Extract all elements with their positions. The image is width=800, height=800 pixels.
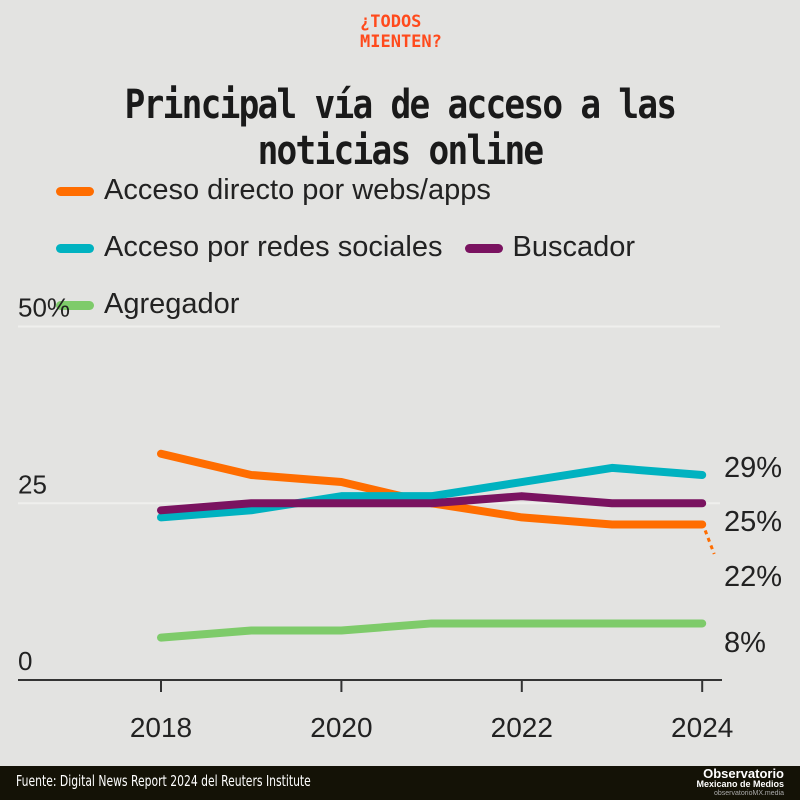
chart-title: Principal vía de acceso a las noticias o… — [124, 82, 677, 174]
x-tick-label: 2022 — [491, 712, 553, 743]
legend-swatch — [56, 300, 94, 310]
brand-logo: Observatorio Mexicano de Medios observat… — [696, 766, 784, 799]
x-tick-label: 2024 — [671, 712, 733, 743]
x-tick-label: 2020 — [310, 712, 372, 743]
legend-item: Buscador — [464, 219, 636, 276]
logo-line2: MIENTEN? — [360, 32, 442, 52]
y-tick-label: 0 — [18, 646, 32, 676]
series-line — [157, 619, 707, 642]
legend-label: Buscador — [512, 231, 636, 263]
x-tick-label: 2018 — [130, 712, 192, 743]
end-label: 29% — [724, 452, 782, 484]
legend-item: Agregador — [56, 276, 239, 333]
series-line — [157, 492, 707, 515]
logo-line1: ¿TODOS — [360, 12, 422, 32]
legend: Acceso directo por webs/apps Acceso por r… — [56, 162, 796, 333]
y-tick-label: 50% — [18, 293, 70, 323]
brand-name: Observatorio — [703, 766, 784, 781]
leader-line — [703, 529, 716, 555]
footer: Fuente: Digital News Report 2024 del Reu… — [0, 766, 800, 800]
source-text: Fuente: Digital News Report 2024 del Reu… — [16, 772, 311, 790]
legend-item: Acceso por redes sociales — [56, 219, 443, 276]
line-chart: 0 25 50% 2018 2020 2022 2024 8% 22% 29% 25% — [18, 293, 782, 743]
end-label: 22% — [724, 561, 782, 593]
brand-url: observatorioMX.media — [713, 790, 784, 797]
legend-swatch — [464, 243, 503, 253]
end-label: 25% — [724, 506, 782, 538]
legend-label: Agregador — [104, 288, 240, 320]
legend-item: Acceso directo por webs/apps — [56, 162, 491, 219]
brand-subtitle: Mexicano de Medios — [696, 779, 784, 789]
legend-swatch — [56, 243, 94, 253]
end-label: 8% — [724, 627, 766, 659]
series-line — [157, 463, 707, 522]
legend-swatch — [56, 186, 94, 196]
y-tick-label: 25 — [18, 469, 47, 499]
logo: ¿TODOS MIENTEN? — [0, 12, 800, 52]
legend-label: Acceso directo por webs/apps — [104, 174, 491, 206]
legend-label: Acceso por redes sociales — [104, 231, 443, 263]
